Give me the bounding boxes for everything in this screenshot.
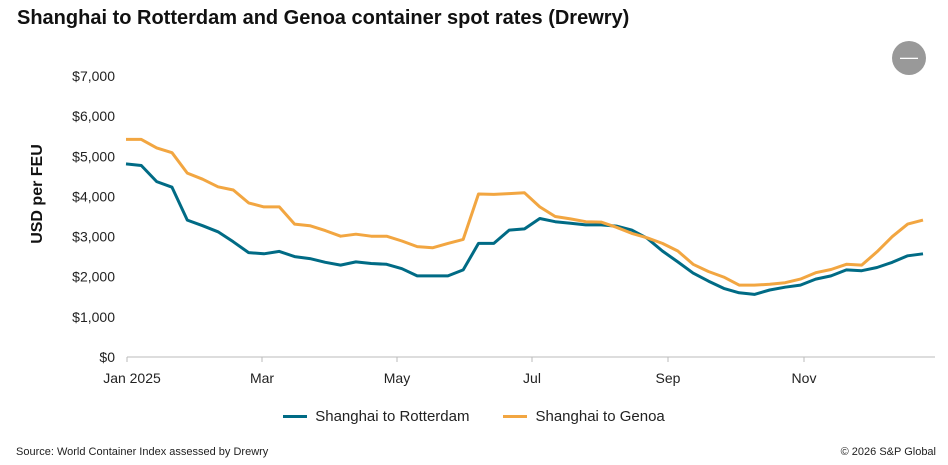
x-tick-label: Nov	[792, 370, 817, 386]
legend-label: Shanghai to Genoa	[535, 408, 665, 425]
legend-item-rotterdam[interactable]: Shanghai to Rotterdam	[283, 408, 469, 425]
source-note: Source: World Container Index assessed b…	[16, 446, 269, 458]
x-tick-label: Jan 2025	[103, 370, 161, 386]
y-tick-label: $5,000	[72, 148, 115, 164]
y-tick-label: $4,000	[72, 188, 115, 204]
collapse-button[interactable]: —	[892, 41, 926, 75]
legend-item-genoa[interactable]: Shanghai to Genoa	[503, 408, 665, 425]
x-tick-label: Jul	[523, 370, 541, 386]
series-line-genoa	[126, 137, 924, 287]
y-tick-label: $0	[99, 349, 115, 365]
copyright: © 2026 S&P Global	[840, 446, 936, 458]
legend-swatch	[503, 415, 528, 418]
legend-swatch	[283, 415, 308, 418]
series-line-rotterdam	[125, 162, 924, 296]
y-tick-label: $1,000	[72, 309, 115, 325]
legend: Shanghai to Rotterdam Shanghai to Genoa	[0, 408, 948, 425]
x-tick-label: May	[384, 370, 410, 386]
y-tick-label: $3,000	[72, 229, 115, 245]
y-tick-label: $2,000	[72, 269, 115, 285]
x-tick-label: Sep	[656, 370, 681, 386]
y-tick-label: $6,000	[72, 108, 115, 124]
chart-title: Shanghai to Rotterdam and Genoa containe…	[17, 7, 630, 29]
x-tick-label: Mar	[250, 370, 274, 386]
y-tick-label: $7,000	[72, 68, 115, 84]
legend-label: Shanghai to Rotterdam	[315, 408, 470, 425]
